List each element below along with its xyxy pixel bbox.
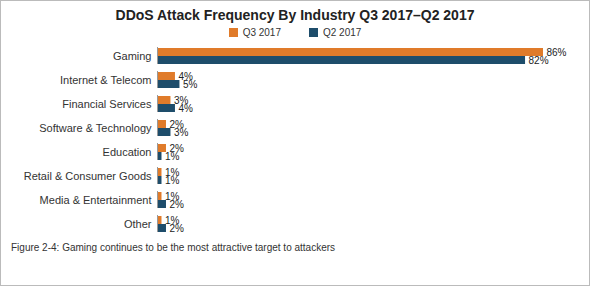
html-text:Figure 2-4: Gaming continues t: Figure 2-4: Gaming continues to be the m… [11, 242, 336, 253]
svg-text:1%: 1% [165, 190, 180, 202]
html-text:Q2 2017: Q2 2017 [323, 27, 362, 38]
svg-text:4%: 4% [178, 103, 193, 114]
html-text:DDoS Attack Frequency By Indus: DDoS Attack Frequency By Industry Q3 201… [115, 7, 475, 23]
svg-text:Software & Technology: Software & Technology [39, 122, 152, 134]
svg-text:5%: 5% [183, 79, 198, 90]
svg-text:Other: Other [124, 218, 152, 230]
svg-text:Financial Services: Financial Services [62, 98, 152, 110]
svg-text:2%: 2% [169, 118, 184, 130]
svg-text:Education: Education [103, 146, 152, 158]
svg-text:Gaming: Gaming [113, 50, 152, 62]
svg-text:1%: 1% [165, 151, 180, 162]
svg-text:2%: 2% [169, 223, 184, 234]
html-text:Q3 2017: Q3 2017 [242, 27, 281, 38]
svg-text:Retail & Consumer Goods: Retail & Consumer Goods [24, 170, 152, 182]
svg-text:1%: 1% [165, 166, 180, 178]
svg-text:1%: 1% [165, 214, 180, 226]
svg-text:Internet & Telecom: Internet & Telecom [60, 74, 152, 86]
svg-text:2%: 2% [169, 199, 184, 210]
svg-text:Media & Entertainment: Media & Entertainment [40, 194, 152, 206]
svg-text:3%: 3% [174, 94, 189, 106]
svg-text:86%: 86% [547, 47, 567, 58]
svg-text:4%: 4% [178, 70, 193, 82]
svg-text:1%: 1% [165, 175, 180, 186]
svg-text:2%: 2% [169, 142, 184, 154]
svg-text:82%: 82% [529, 55, 549, 66]
svg-text:3%: 3% [174, 127, 189, 138]
